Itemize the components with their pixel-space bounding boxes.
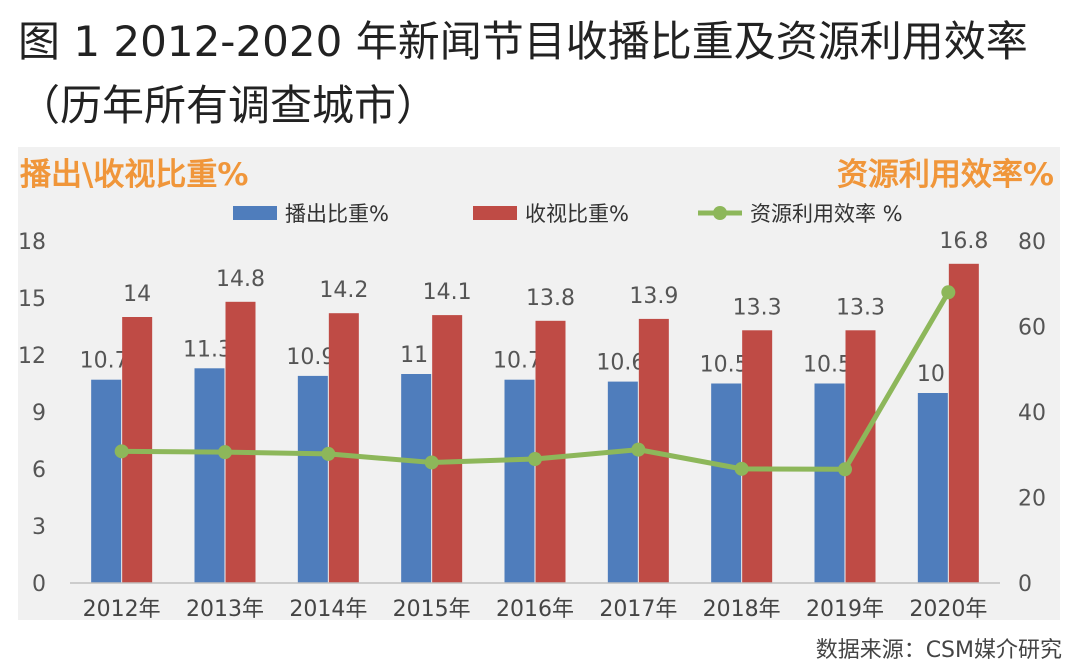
bar-viewing <box>328 313 359 583</box>
left-axis-tick: 15 <box>18 287 46 312</box>
right-axis-tick: 20 <box>1018 487 1046 512</box>
bar-broadcast <box>711 383 742 583</box>
data-label: 10.9 <box>286 345 335 370</box>
data-label: 10 <box>917 362 945 387</box>
left-axis-label: 播出\收视比重% <box>20 157 249 193</box>
data-label: 14.1 <box>423 280 472 305</box>
legend-label: 播出比重% <box>285 202 389 226</box>
bar-broadcast <box>607 381 638 583</box>
bar-broadcast <box>194 368 225 583</box>
chart-plot: 0 3 6 9 12 15 18 0 20 40 60 80 10.7 11.3 10.9 11 10.7 10.… <box>18 202 1046 620</box>
bar-broadcast <box>504 379 535 583</box>
data-label: 10.5 <box>803 353 852 378</box>
efficiency-point <box>631 442 646 457</box>
bar-viewing <box>432 315 463 583</box>
x-axis-tick: 2013年 <box>186 597 264 620</box>
x-axis-tick: 2014年 <box>289 597 367 620</box>
bar-broadcast <box>401 374 432 583</box>
left-axis-tick: 6 <box>32 458 46 483</box>
data-label: 14.2 <box>319 278 368 303</box>
bar-broadcast <box>297 375 328 583</box>
x-axis-tick: 2012年 <box>83 597 161 620</box>
data-label: 10.7 <box>493 349 542 374</box>
legend-swatch <box>233 206 277 220</box>
legend-label: 收视比重% <box>525 202 629 226</box>
x-axis-tick: 2015年 <box>393 597 471 620</box>
bar-broadcast <box>91 379 122 583</box>
data-source-note: 数据来源：CSM媒介研究 <box>815 638 1062 663</box>
efficiency-point <box>941 285 956 300</box>
data-label: 10.5 <box>700 353 749 378</box>
x-axis-tick: 2016年 <box>496 597 574 620</box>
x-axis-tick: 2020年 <box>909 597 987 620</box>
data-label: 14 <box>123 282 151 307</box>
right-axis-tick: 40 <box>1018 401 1046 426</box>
left-axis-tick: 18 <box>18 230 46 255</box>
efficiency-point <box>528 452 542 467</box>
bar-viewing <box>948 263 979 583</box>
data-label: 11 <box>400 343 428 368</box>
data-label: 13.9 <box>629 284 678 309</box>
left-axis-tick: 3 <box>32 515 46 540</box>
efficiency-point <box>424 455 439 470</box>
x-axis-tick: 2018年 <box>703 597 781 620</box>
efficiency-point <box>321 446 336 461</box>
right-axis-tick: 80 <box>1018 230 1046 255</box>
bar-broadcast <box>814 383 845 583</box>
left-axis-tick: 9 <box>32 401 46 426</box>
data-label: 13.8 <box>526 286 575 311</box>
data-label: 16.8 <box>939 229 988 254</box>
efficiency-point <box>114 444 129 459</box>
efficiency-point <box>734 461 749 476</box>
data-label: 10.6 <box>596 351 645 376</box>
efficiency-point <box>218 445 232 460</box>
bar-broadcast <box>917 393 948 583</box>
legend-swatch <box>473 206 517 220</box>
data-label: 11.3 <box>183 337 232 362</box>
x-axis-tick: 2017年 <box>599 597 677 620</box>
bar-viewing <box>225 301 256 583</box>
data-label: 10.7 <box>80 349 129 374</box>
bar-viewing <box>535 320 566 583</box>
data-label: 13.3 <box>836 295 885 320</box>
legend-label: 资源利用效率 % <box>750 202 903 226</box>
x-axis-tick: 2019年 <box>806 597 884 620</box>
bar-viewing <box>742 330 773 583</box>
left-axis-tick: 0 <box>32 572 46 597</box>
right-axis-tick: 60 <box>1018 316 1046 341</box>
left-axis-tick: 12 <box>18 344 46 369</box>
data-label: 14.8 <box>216 267 265 292</box>
chart-panel: 0 3 6 9 12 15 18 0 20 40 60 80 10.7 11.3 10.9 11 10.7 10.… <box>18 147 1060 620</box>
data-label: 13.3 <box>733 295 782 320</box>
right-axis-label: 资源利用效率% <box>836 157 1054 193</box>
efficiency-point <box>838 462 852 477</box>
chart-title: 图 1 2012-2020 年新闻节目收播比重及资源利用效率（历年所有调查城市） <box>18 17 1028 130</box>
legend-swatch-marker <box>713 206 727 220</box>
right-axis-tick: 0 <box>1018 572 1032 597</box>
